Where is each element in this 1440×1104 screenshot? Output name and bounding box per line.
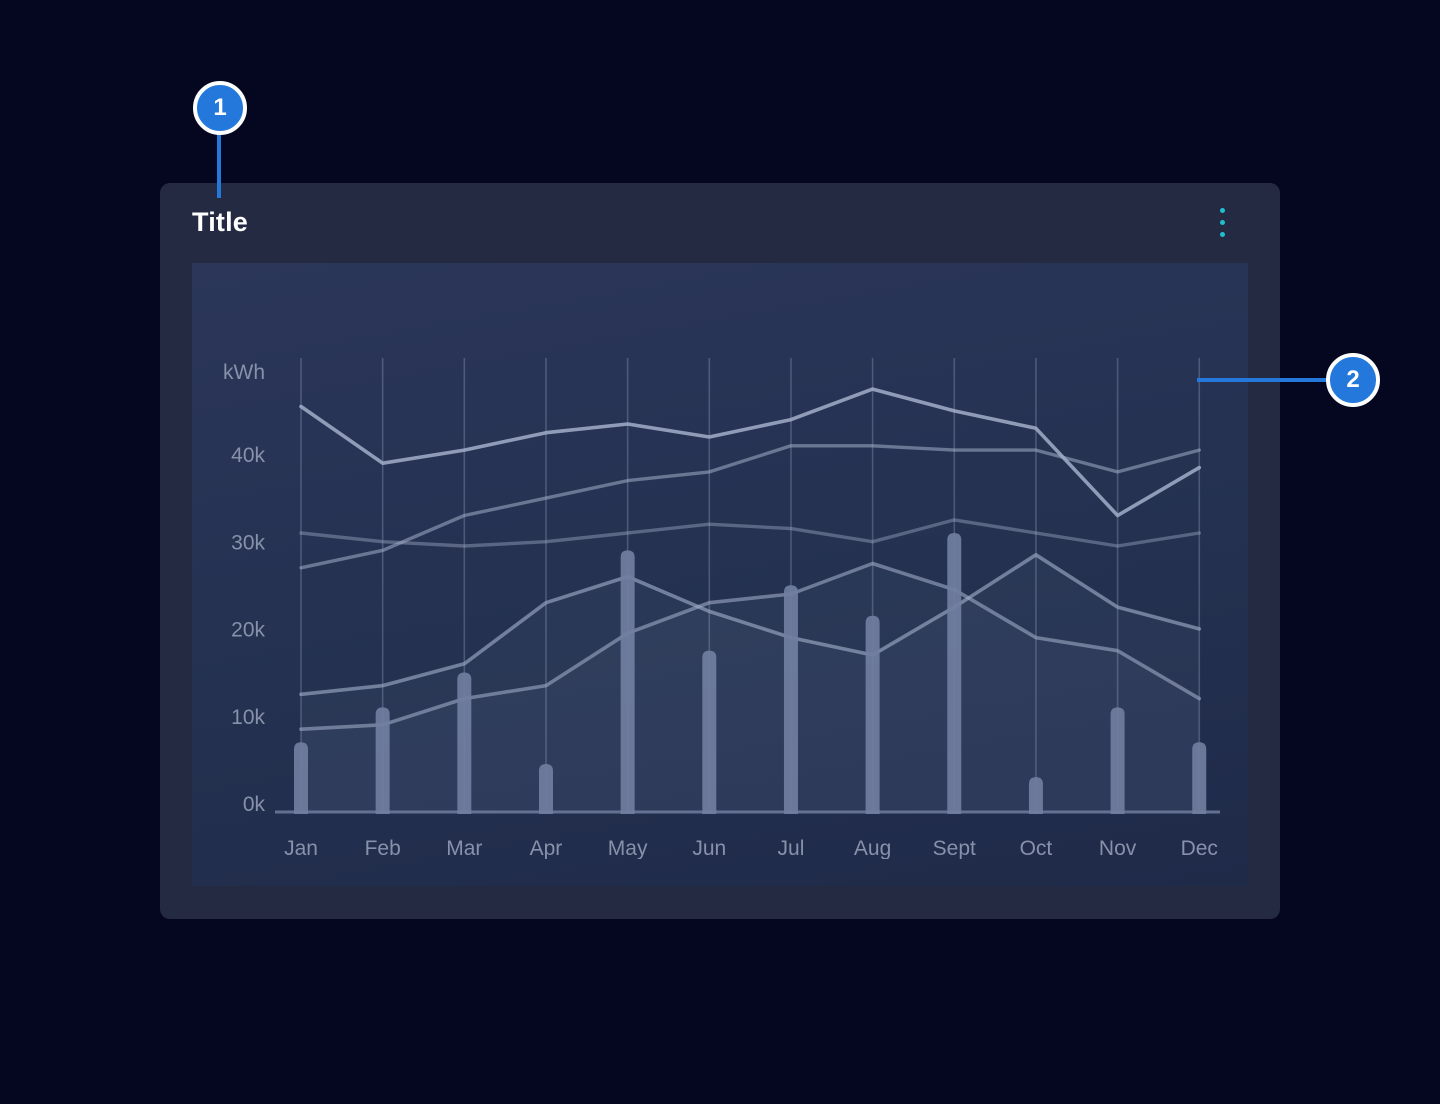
line-3-flat [299, 518, 1201, 548]
line-4 [299, 552, 1202, 697]
bar-sept [947, 532, 962, 814]
x-tick-nov: Nov [1099, 837, 1137, 859]
x-tick-jan: Jan [284, 837, 318, 859]
x-tick-jun: Jun [692, 837, 726, 859]
x-tick-dec: Dec [1181, 837, 1218, 859]
x-tick-mar: Mar [446, 837, 482, 859]
callout-line-1 [217, 134, 221, 198]
y-axis-unit-label: kWh [223, 361, 265, 384]
chart-card: Title kWh 0k 10k 20k 30k 40k Jan Feb Mar Apr May Ju… [160, 183, 1280, 919]
bar-jan [294, 742, 308, 814]
x-tick-feb: Feb [365, 837, 401, 859]
bar-nov [1110, 707, 1125, 814]
kebab-dot-icon [1219, 219, 1225, 225]
bar-jul [783, 585, 798, 814]
callout-badge-1: 1 [193, 81, 247, 135]
x-tick-oct: Oct [1020, 837, 1053, 859]
kebab-dot-icon [1219, 207, 1225, 213]
y-tick-10k: 10k [231, 706, 265, 729]
callout-badge-2: 2 [1326, 353, 1380, 407]
bar-jun [702, 650, 717, 814]
callout-badge-2-label: 2 [1346, 366, 1360, 393]
x-tick-apr: Apr [530, 837, 563, 859]
kebab-dot-icon [1219, 231, 1225, 237]
chart-plot-area: kWh 0k 10k 20k 30k 40k Jan Feb Mar Apr May Jun Jul Au… [192, 263, 1248, 886]
x-tick-may: May [608, 837, 648, 859]
bar-dec [1192, 742, 1207, 814]
y-tick-0k: 0k [243, 793, 266, 816]
bar-oct [1028, 777, 1043, 814]
bar-may [620, 550, 635, 814]
bar-apr [538, 764, 553, 814]
callout-badge-1-label: 1 [213, 94, 227, 121]
line-5-bottom [299, 561, 1202, 732]
x-tick-aug: Aug [854, 837, 891, 859]
line-1-top [299, 387, 1202, 518]
y-tick-30k: 30k [231, 531, 265, 554]
callout-line-2 [1197, 378, 1327, 382]
x-tick-sept: Sept [933, 837, 976, 859]
line-2 [299, 444, 1201, 570]
kebab-menu-button[interactable] [1201, 201, 1243, 243]
bar-mar [457, 672, 472, 814]
energy-combo-chart: kWh 0k 10k 20k 30k 40k Jan Feb Mar Apr May Jun Jul Au… [223, 358, 1220, 859]
area-fill-line-5-bottom [301, 563, 1200, 812]
card-title: Title [192, 207, 249, 237]
bar-feb [375, 707, 390, 814]
card-header: Title [160, 183, 1280, 263]
y-tick-20k: 20k [231, 619, 265, 642]
y-tick-40k: 40k [231, 444, 265, 467]
x-tick-jul: Jul [778, 837, 805, 859]
bar-aug [865, 615, 880, 814]
